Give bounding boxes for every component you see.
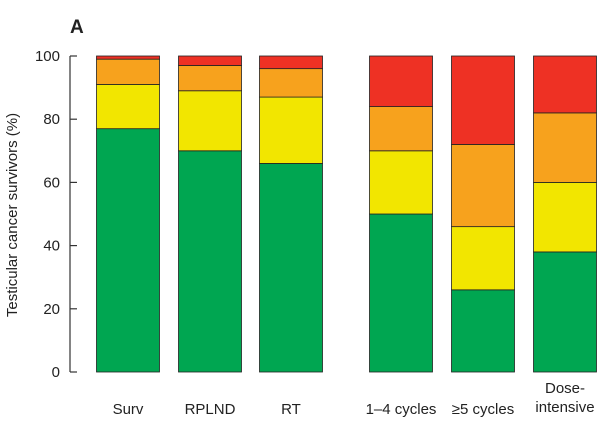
category-label: RT (281, 401, 301, 418)
bars (96, 55, 597, 373)
bar-stack (178, 55, 242, 373)
y-axis-label: Testicular cancer survivors (%) (4, 113, 21, 317)
bar-segment (369, 213, 433, 373)
bar-segment (451, 55, 515, 145)
bar-segment (259, 96, 323, 164)
bar-segment (533, 112, 597, 183)
bar-segment (369, 106, 433, 152)
bar-segment (451, 289, 515, 373)
y-tick-label: 60 (43, 174, 60, 191)
bar-segment (533, 251, 597, 373)
bar-stack (369, 55, 433, 373)
bar-segment (96, 58, 160, 85)
bar-segment (96, 128, 160, 373)
category-label: ≥5 cycles (452, 401, 514, 418)
y-tick-label: 0 (52, 364, 60, 381)
bar-segment (533, 55, 597, 114)
bar-segment (533, 181, 597, 253)
bar-stack (96, 55, 160, 373)
bar-segment (178, 55, 242, 66)
y-tick-label: 20 (43, 301, 60, 318)
category-label: RPLND (185, 401, 236, 418)
bar-segment (96, 84, 160, 130)
category-label: Surv (113, 401, 144, 418)
y-axis: 0 20 40 60 80 100 (35, 48, 77, 381)
bar-segment (96, 55, 160, 60)
bar-stack (451, 55, 515, 373)
category-label: 1–4 cycles (366, 401, 437, 418)
y-tick-label: 100 (35, 48, 60, 65)
bar-segment (178, 150, 242, 373)
y-tick-label: 80 (43, 111, 60, 128)
bar-stack (533, 55, 597, 373)
bar-segment (451, 226, 515, 291)
y-tick-label: 40 (43, 238, 60, 255)
panel-label: A (70, 17, 84, 38)
bar-segment (259, 55, 323, 70)
bar-segment (369, 55, 433, 107)
category-label: Dose- (545, 380, 585, 397)
bar-segment (369, 150, 433, 215)
bar-segment (259, 68, 323, 98)
category-labels: Surv RPLND RT 1–4 cycles ≥5 cycles Dose-inten… (113, 380, 595, 418)
category-label: intensive (535, 399, 594, 416)
bar-segment (451, 144, 515, 228)
bar-stack (259, 55, 323, 373)
bar-segment (178, 65, 242, 92)
bar-segment (259, 163, 323, 373)
bar-segment (178, 90, 242, 152)
